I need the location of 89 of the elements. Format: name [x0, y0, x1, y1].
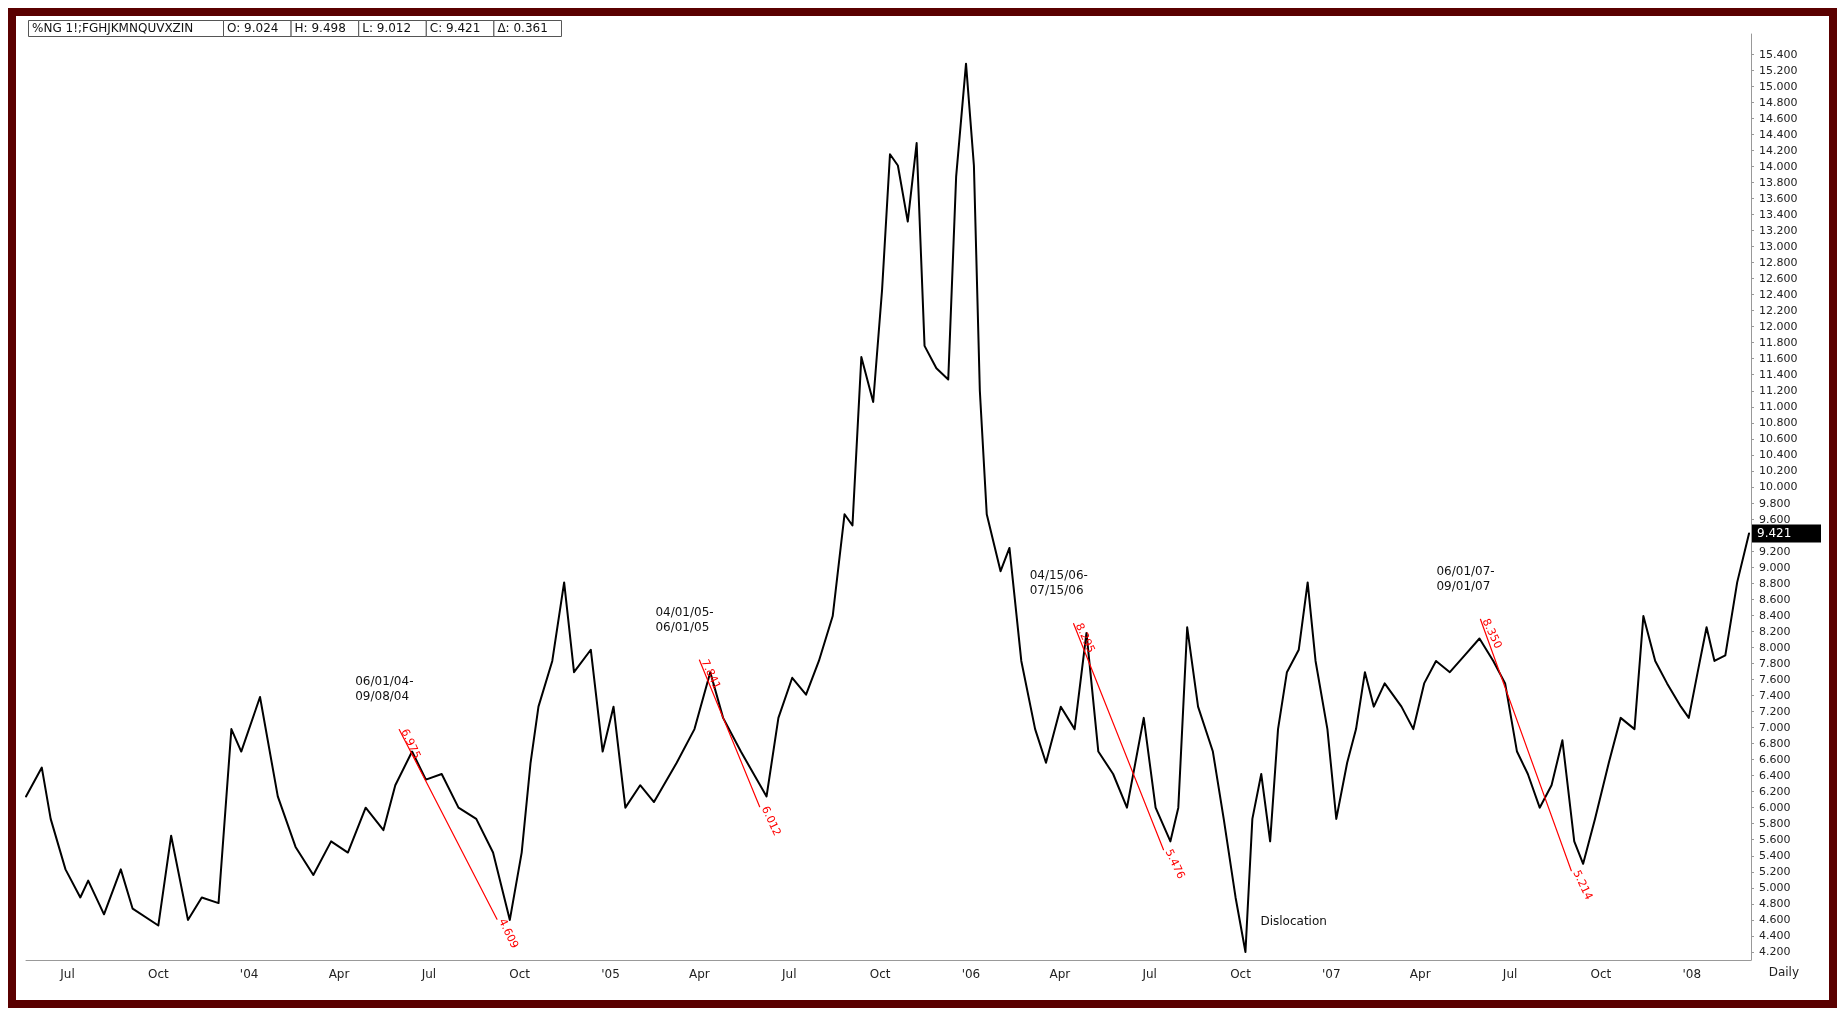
- y-tick-label: 4.600: [1759, 913, 1791, 927]
- annotation: 06/01/07- 09/01/07: [1436, 563, 1495, 593]
- x-tick-label: '04: [239, 967, 259, 981]
- y-tick-label: 11.800: [1759, 336, 1798, 350]
- y-tick-label: 5.000: [1759, 881, 1791, 895]
- y-tick-label: 8.800: [1759, 576, 1791, 590]
- y-tick-label: 5.600: [1759, 833, 1791, 847]
- annotation: 04/15/06- 07/15/06: [1029, 568, 1088, 598]
- line-series: [25, 62, 1751, 953]
- y-tick-label: 10.000: [1759, 480, 1798, 494]
- y-tick-label: 6.600: [1759, 753, 1791, 767]
- x-tick-label: Oct: [1230, 967, 1252, 981]
- y-tick-label: 6.400: [1759, 769, 1791, 783]
- x-tick-label: Jul: [59, 967, 75, 981]
- y-tick-label: 11.200: [1759, 384, 1798, 398]
- y-tick-label: 6.000: [1759, 801, 1791, 815]
- x-tick-label: '07: [1322, 967, 1341, 981]
- y-tick-label: 15.400: [1759, 47, 1798, 61]
- y-tick-label: 11.600: [1759, 352, 1798, 366]
- x-tick-label: Oct: [147, 967, 169, 981]
- x-axis-title: Daily: [1768, 965, 1800, 979]
- x-tick-label: Apr: [1049, 967, 1071, 981]
- y-tick-label: 13.200: [1759, 223, 1798, 237]
- annotation: Dislocation: [1260, 914, 1327, 929]
- y-tick-label: 14.000: [1759, 159, 1798, 173]
- y-tick-label: 9.600: [1759, 512, 1791, 526]
- y-tick-label: 7.600: [1759, 672, 1791, 686]
- y-tick-label: 11.000: [1759, 400, 1798, 414]
- x-tick-label: '06: [961, 967, 981, 981]
- annotation: 06/01/04- 09/08/04: [355, 674, 414, 703]
- x-tick-label: Apr: [328, 967, 350, 981]
- x-tick-label: Apr: [689, 967, 710, 981]
- y-tick-label: 8.200: [1759, 624, 1791, 638]
- y-tick-label: 12.800: [1759, 255, 1798, 269]
- y-tick-label: 13.800: [1759, 175, 1798, 189]
- y-tick-label: 8.000: [1759, 640, 1791, 654]
- y-tick-label: 9.800: [1759, 496, 1791, 510]
- y-tick-label: 10.800: [1759, 416, 1798, 430]
- y-tick-label: 12.200: [1759, 304, 1798, 318]
- x-tick-label: Oct: [869, 967, 891, 981]
- x-tick-label: Jul: [1141, 967, 1157, 981]
- y-tick-label: 13.600: [1759, 191, 1798, 205]
- y-tick-label: 6.200: [1759, 785, 1791, 799]
- y-tick-label: 9.000: [1759, 560, 1791, 574]
- x-tick-label: Jul: [781, 967, 797, 981]
- annotation: C: 9.421: [429, 21, 481, 35]
- y-tick-label: 8.600: [1759, 592, 1791, 606]
- y-tick-label: 5.800: [1759, 817, 1791, 831]
- y-tick-label: 11.400: [1759, 368, 1798, 382]
- x-tick-label: Jul: [420, 967, 437, 981]
- y-tick-label: 14.200: [1759, 143, 1798, 157]
- y-tick-label: 9.200: [1759, 544, 1791, 558]
- y-tick-label: 10.400: [1759, 448, 1798, 462]
- annotation: Δ: 0.361: [497, 21, 548, 35]
- y-tick-label: 7.000: [1759, 721, 1791, 734]
- y-tick-label: 14.400: [1759, 127, 1798, 141]
- y-tick-label: 6.800: [1759, 737, 1791, 751]
- x-tick-label: Oct: [509, 967, 531, 981]
- y-tick-label: 14.600: [1759, 111, 1798, 125]
- annotation: H: 9.498: [294, 21, 346, 35]
- y-tick-label: 7.800: [1759, 656, 1791, 670]
- y-tick-label: 4.200: [1759, 945, 1791, 959]
- y-tick-label: 15.000: [1759, 79, 1798, 93]
- y-tick-label: 4.400: [1759, 929, 1791, 943]
- y-tick-label: 10.600: [1759, 432, 1798, 446]
- x-tick-label: '08: [1682, 967, 1702, 981]
- y-tick-label: 13.000: [1759, 239, 1798, 253]
- x-tick-label: Apr: [1409, 967, 1431, 981]
- y-tick-label: 12.000: [1759, 320, 1798, 334]
- x-tick-label: Jul: [1501, 967, 1518, 981]
- annotation: 04/01/05- 06/01/05: [655, 604, 714, 634]
- y-tick-label: 7.200: [1759, 704, 1791, 718]
- x-tick-label: '05: [601, 967, 620, 981]
- annotation: 9.421: [1757, 526, 1792, 541]
- annotation: L: 9.012: [362, 21, 412, 35]
- y-tick-label: 14.800: [1759, 95, 1798, 109]
- y-tick-label: 13.400: [1759, 207, 1798, 221]
- y-tick-label: 10.200: [1759, 464, 1798, 478]
- annotation: O: 9.024: [227, 21, 279, 35]
- y-tick-label: 8.400: [1759, 608, 1791, 622]
- y-tick-label: 5.200: [1759, 865, 1791, 879]
- y-tick-label: 5.400: [1759, 849, 1791, 863]
- y-tick-label: 4.800: [1759, 897, 1791, 911]
- y-tick-label: 12.400: [1759, 288, 1798, 302]
- y-tick-label: 15.200: [1759, 63, 1798, 77]
- y-tick-label: 7.400: [1759, 688, 1791, 702]
- chart-title: %NG 1!;FGHJKMNQUVXZIN: [32, 21, 194, 35]
- y-tick-label: 12.600: [1759, 272, 1798, 286]
- x-tick-label: Oct: [1590, 967, 1612, 981]
